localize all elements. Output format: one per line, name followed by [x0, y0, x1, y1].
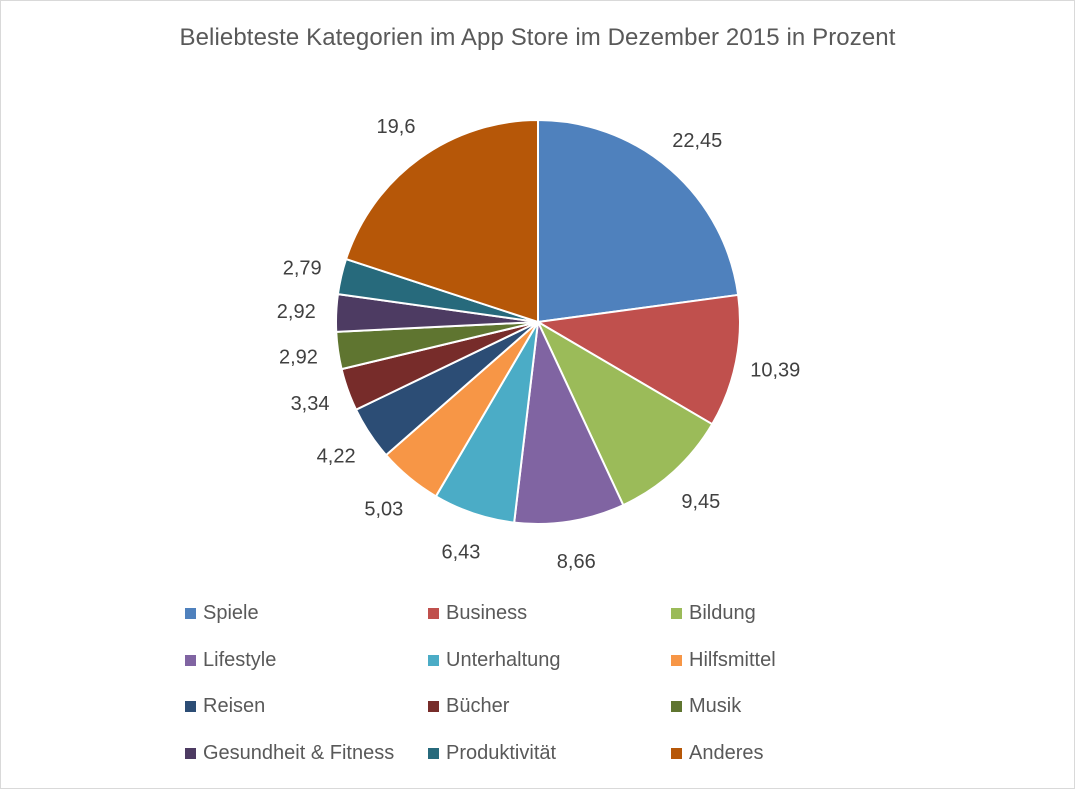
data-label-9: 2,92 [279, 346, 318, 368]
data-label-11: 2,79 [283, 257, 322, 279]
data-label-6: 5,03 [364, 499, 403, 521]
pie-slice-1 [537, 118, 740, 324]
data-label-10: 2,92 [277, 301, 316, 323]
pie-slice-3 [535, 319, 714, 507]
data-label-2: 10,39 [750, 360, 800, 382]
pie-slice-12 [344, 118, 539, 324]
chart-title: Beliebteste Kategorien im App Store im D… [179, 24, 896, 51]
data-label-5: 6,43 [441, 541, 480, 563]
data-label-1: 22,45 [672, 130, 722, 152]
data-label-12: 19,6 [377, 116, 416, 138]
data-label-7: 4,22 [317, 445, 356, 467]
data-label-4: 8,66 [557, 551, 596, 573]
pie-slice-4 [513, 318, 625, 525]
data-label-8: 3,34 [291, 393, 330, 415]
data-label-3: 9,45 [681, 491, 720, 513]
pie-slice-2 [534, 293, 741, 426]
